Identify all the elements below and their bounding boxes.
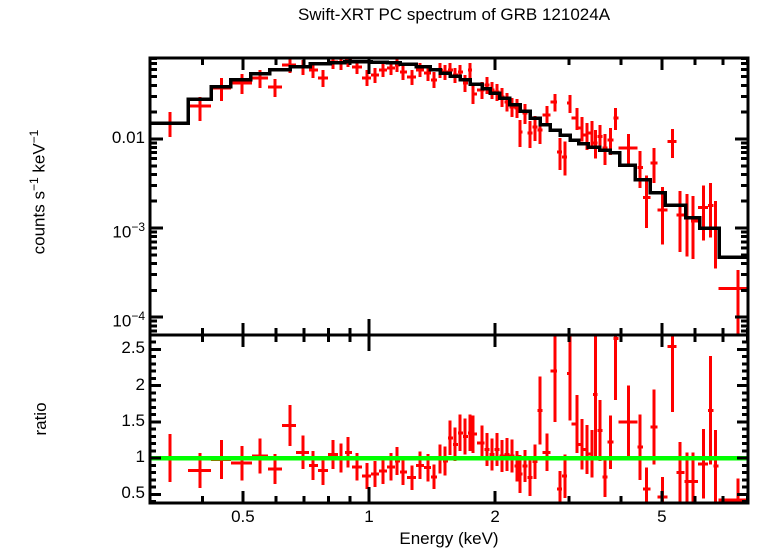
tick-label: 1.5 [59, 411, 145, 431]
tick-label: 2.5 [59, 338, 145, 358]
tick-label-text: 1.5 [121, 410, 145, 430]
plot-title: Swift-XRT PC spectrum of GRB 121024A [297, 5, 611, 24]
tick-label: 1 [59, 447, 145, 467]
folded-model-line [150, 60, 748, 259]
tick-label-text: 5 [657, 507, 667, 526]
tick-label: 10−3 [59, 217, 145, 243]
model-step-line [150, 60, 748, 259]
tick-label-text: 0.01 [111, 127, 145, 147]
tick-label-text: 10 [112, 222, 132, 242]
ratio-data-points [150, 335, 748, 503]
tick-label-text: 2 [490, 507, 500, 526]
tick-label-text: 0.5 [231, 507, 255, 526]
tick-label: 10−4 [59, 306, 145, 332]
tick-label-exponent: −4 [131, 309, 145, 324]
tick-label: 0.5 [59, 483, 145, 503]
tick-label: 2 [465, 507, 525, 527]
panel-border [148, 56, 750, 337]
tick-label: 2 [59, 375, 145, 395]
plot-frame [148, 56, 750, 505]
tick-label: 1 [339, 507, 399, 527]
tick-label: 5 [632, 507, 692, 527]
tick-label-text: 0.5 [121, 483, 145, 503]
panel-border [148, 333, 750, 505]
tick-label-text: 1 [364, 507, 374, 526]
tick-label-text: 2 [135, 374, 145, 394]
tick-label: 0.01 [59, 128, 145, 148]
tick-label-text: 2.5 [121, 338, 145, 358]
x-axis-label: Energy (keV) [399, 529, 499, 548]
tick-label-text: 10 [112, 311, 132, 331]
tick-label-exponent: −3 [131, 220, 145, 235]
tick-label: 0.5 [213, 507, 273, 527]
tick-label-text: 1 [135, 447, 145, 467]
